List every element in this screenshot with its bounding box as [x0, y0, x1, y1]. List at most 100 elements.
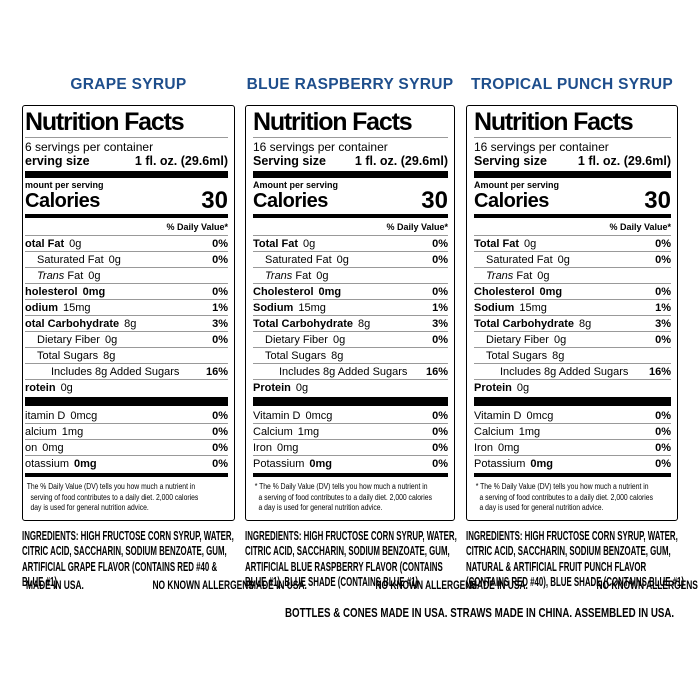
nutrient-row: Cholesterol 0mg 0%	[474, 283, 671, 299]
nutrition-facts-title: Nutrition Facts	[25, 109, 228, 138]
nutrient-name: itamin D 0mcg	[25, 409, 98, 422]
nutrient-daily-value: 0%	[655, 457, 671, 470]
serving-size-row: Serving size 1 fl. oz. (29.6ml)	[253, 154, 448, 169]
nutrient-name: on 0mg	[25, 441, 64, 454]
nutrient-row: Vitamin D 0mcg 0%	[474, 408, 671, 423]
nutrient-daily-value: 0%	[655, 237, 671, 250]
nutrient-daily-value: 0%	[432, 285, 448, 298]
label-column-grape: GRAPE SYRUP Nutrition Facts 6 servings p…	[22, 76, 254, 592]
divider-bar	[253, 473, 448, 477]
nutrient-row: Total Sugars 8g	[253, 347, 448, 363]
nutrient-name: alcium 1mg	[25, 425, 84, 438]
nutrient-daily-value: 3%	[212, 317, 228, 330]
daily-value-footnote: * The % Daily Value (DV) tells you how m…	[475, 482, 653, 512]
nutrient-daily-value: 16%	[648, 365, 671, 378]
amount-per-serving-label: Amount per serving	[474, 180, 560, 190]
made-in-text: MADE IN USA.	[470, 578, 528, 592]
nutrient-amount: 0mcg	[70, 409, 98, 422]
nutrient-row: Dietary Fiber 0g 0%	[474, 331, 671, 347]
nutrient-row: Trans Fat 0g	[253, 267, 448, 283]
nutrient-name: Potassium 0mg	[253, 457, 332, 470]
calories-row: Calories 30	[253, 189, 448, 213]
nutrient-row: Protein 0g	[474, 379, 671, 395]
nutrition-facts-panel: Nutrition Facts 16 servings per containe…	[245, 105, 455, 521]
nutrient-amount: 0g	[524, 237, 537, 250]
divider-bar	[253, 214, 448, 218]
nutrient-row: Calcium 1mg 0%	[253, 423, 448, 439]
nutrition-facts-panel: Nutrition Facts 6 servings per container…	[22, 105, 235, 521]
divider-bar	[25, 397, 228, 406]
nutrient-name: Includes 8g Added Sugars	[500, 365, 629, 378]
nutrient-name: Calcium 1mg	[474, 425, 541, 438]
nutrient-amount: 0mg	[42, 441, 64, 454]
servings-per-container: 16 servings per container	[253, 140, 388, 154]
amount-per-serving-label: Amount per serving	[253, 180, 339, 190]
nutrient-amount: 8g	[103, 349, 116, 362]
nutrient-amount: 0g	[537, 269, 550, 282]
nutrient-name: Dietary Fiber 0g	[265, 333, 346, 346]
nutrient-daily-value: 0%	[432, 441, 448, 454]
nutrient-daily-value: 0%	[212, 333, 228, 346]
nutrient-name: Includes 8g Added Sugars	[51, 365, 180, 378]
serving-size-value: 1 fl. oz. (29.6ml)	[354, 154, 448, 168]
divider-bar	[474, 214, 671, 218]
nutrient-amount: 15mg	[63, 301, 91, 314]
nutrient-row: Iron 0mg 0%	[474, 439, 671, 455]
nutrient-rows: otal Fat 0g 0% Saturated Fat 0g 0% Trans F…	[25, 235, 228, 395]
nutrient-row: odium 15mg 1%	[25, 299, 228, 315]
nutrient-daily-value: 0%	[655, 425, 671, 438]
nutrient-name: Calcium 1mg	[253, 425, 320, 438]
nutrient-row: on 0mg 0%	[25, 439, 228, 455]
nutrient-name: Total Sugars 8g	[486, 349, 565, 362]
nutrient-name: Iron 0mg	[253, 441, 299, 454]
nutrient-row: Includes 8g Added Sugars 16%	[25, 363, 228, 379]
nutrient-row: Total Sugars 8g	[25, 347, 228, 363]
nutrient-row: Total Fat 0g 0%	[253, 236, 448, 251]
divider-bar	[253, 397, 448, 406]
nutrient-daily-value: 3%	[655, 317, 671, 330]
ingredients-text: INGREDIENTS: HIGH FRUCTOSE CORN SYRUP, W…	[22, 528, 234, 590]
nutrient-amount: 0mg	[530, 457, 553, 470]
nutrient-row: itamin D 0mcg 0%	[25, 408, 228, 423]
nutrient-name: odium 15mg	[25, 301, 91, 314]
nutrient-row: Sodium 15mg 1%	[253, 299, 448, 315]
nutrient-name: Vitamin D 0mcg	[253, 409, 333, 422]
nutrient-amount: 0g	[557, 253, 570, 266]
nutrient-amount: 0g	[69, 237, 82, 250]
nutrient-amount: 0g	[316, 269, 329, 282]
nutrient-name: Total Fat 0g	[474, 237, 537, 250]
divider-bar	[474, 397, 671, 406]
serving-size-row: erving size 1 fl. oz. (29.6ml)	[25, 154, 228, 169]
nutrient-name: otassium 0mg	[25, 457, 97, 470]
serving-size-label: Serving size	[474, 154, 547, 168]
nutrient-daily-value: 1%	[432, 301, 448, 314]
divider-bar	[25, 473, 228, 477]
nutrient-rows: Total Fat 0g 0% Saturated Fat 0g 0% Trans …	[474, 235, 671, 395]
nutrient-daily-value: 16%	[425, 365, 448, 378]
nutrient-row: otal Fat 0g 0%	[25, 236, 228, 251]
divider-bar	[253, 171, 448, 178]
calories-value: 30	[644, 187, 671, 214]
nutrient-amount: 0mg	[74, 457, 97, 470]
nutrient-row: Potassium 0mg 0%	[253, 455, 448, 471]
nutrient-name: Protein 0g	[253, 381, 309, 394]
nutrient-row: Includes 8g Added Sugars 16%	[474, 363, 671, 379]
calories-row: Calories 30	[25, 189, 228, 213]
nutrient-daily-value: 1%	[655, 301, 671, 314]
nutrient-daily-value: 0%	[655, 253, 671, 266]
nutrient-row: holesterol 0mg 0%	[25, 283, 228, 299]
nutrient-amount: 0mcg	[526, 409, 554, 422]
nutrient-amount: 0mg	[82, 285, 106, 298]
nutrient-daily-value: 0%	[212, 253, 228, 266]
nutrient-name: Includes 8g Added Sugars	[279, 365, 408, 378]
nutrient-name: otal Fat 0g	[25, 237, 82, 250]
daily-value-footnote: * The % Daily Value (DV) tells you how m…	[254, 482, 432, 512]
calories-label: Calories	[474, 190, 549, 212]
nutrient-row: Trans Fat 0g	[474, 267, 671, 283]
nutrient-name: Iron 0mg	[474, 441, 520, 454]
nutrient-amount: 8g	[331, 349, 344, 362]
nutrient-daily-value: 0%	[212, 425, 228, 438]
nutrient-row: rotein 0g	[25, 379, 228, 395]
nutrient-row: Total Fat 0g 0%	[474, 236, 671, 251]
nutrient-amount: 0g	[553, 333, 567, 346]
